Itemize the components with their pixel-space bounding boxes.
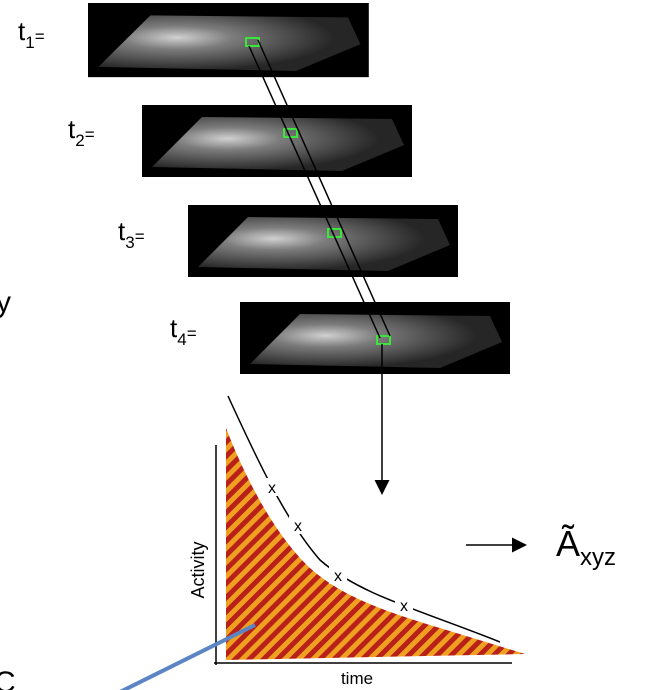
frame-image [188, 205, 458, 277]
label-part: 4 [177, 330, 186, 349]
label-part: = [187, 324, 197, 343]
side-label: y [0, 286, 11, 319]
point-marker: x [268, 480, 276, 497]
frame-label: t1= [18, 16, 45, 52]
frame-label: t4= [170, 313, 197, 349]
label-part: 2 [75, 131, 84, 150]
frame-label: t3= [118, 216, 145, 252]
frame-image [88, 3, 369, 77]
activity-area [226, 428, 525, 660]
label-part: 3 [125, 233, 134, 252]
voxel-track [249, 40, 390, 338]
side-label: C [0, 666, 16, 690]
label-part: xyz [580, 544, 616, 571]
output-label: Ãxyz [556, 523, 616, 571]
label-part: = [35, 27, 45, 46]
label-part: = [135, 227, 145, 246]
frame-label: t2= [68, 114, 95, 150]
diagram: t1= t2= t3= t4= y C x x x x Activity tim… [0, 0, 645, 690]
frame-image [142, 105, 412, 177]
x-axis-label: time [341, 669, 373, 688]
y-axis-label: Activity [188, 541, 208, 598]
label-part: Ã [556, 523, 580, 564]
point-marker: x [400, 598, 408, 615]
frame-image [240, 302, 510, 374]
label-part: = [85, 125, 95, 144]
point-marker: x [334, 568, 342, 585]
voxel-markers [246, 38, 390, 344]
label-part: 1 [25, 33, 34, 52]
point-marker: x [294, 518, 302, 535]
